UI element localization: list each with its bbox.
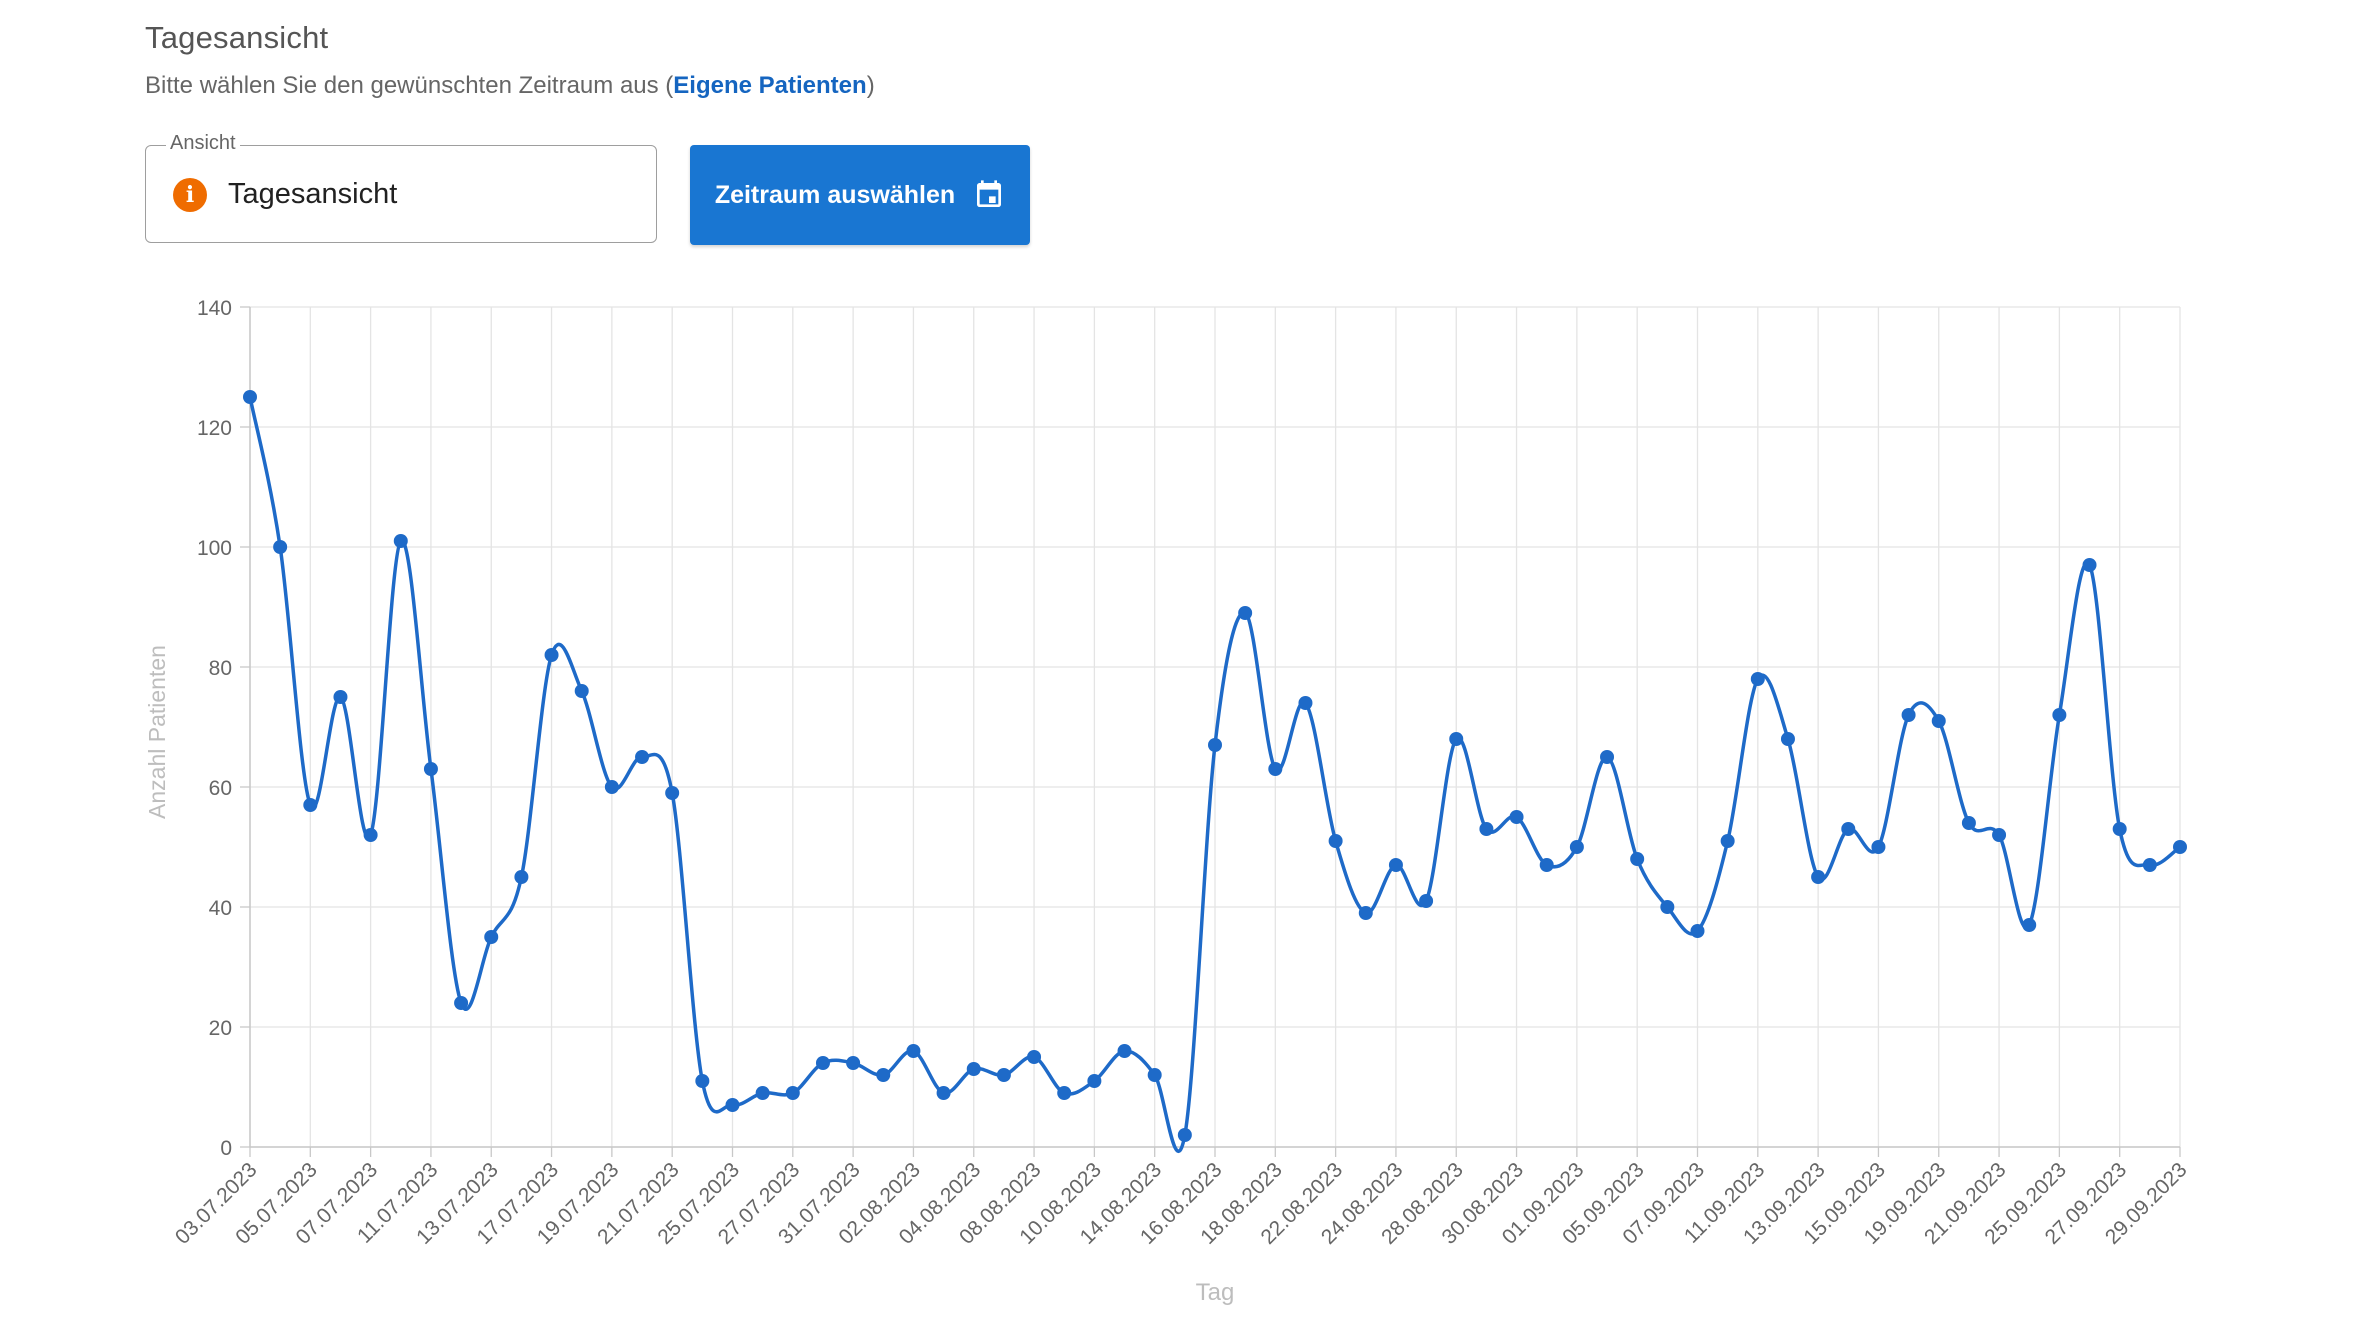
data-point[interactable] [1961, 816, 1976, 830]
page-title: Tagesansicht [145, 20, 329, 55]
data-point[interactable] [1811, 870, 1826, 884]
data-point[interactable] [635, 750, 650, 764]
y-tick-label: 80 [209, 657, 232, 680]
data-point[interactable] [1690, 924, 1705, 938]
data-point[interactable] [1992, 828, 2007, 842]
data-point[interactable] [303, 798, 318, 812]
data-point[interactable] [544, 648, 559, 662]
y-tick-label: 120 [197, 417, 232, 440]
data-point[interactable] [514, 870, 529, 884]
data-point[interactable] [1268, 762, 1283, 776]
data-point[interactable] [665, 786, 680, 800]
data-point[interactable] [423, 762, 438, 776]
data-point[interactable] [1238, 606, 1253, 620]
data-point[interactable] [1720, 834, 1735, 848]
data-point[interactable] [1539, 858, 1554, 872]
info-icon: i [173, 178, 207, 212]
data-point[interactable] [333, 690, 348, 704]
data-point[interactable] [936, 1086, 951, 1100]
y-tick-label: 20 [209, 1017, 232, 1040]
data-point[interactable] [755, 1086, 770, 1100]
data-point[interactable] [2142, 858, 2157, 872]
data-point[interactable] [1509, 810, 1524, 824]
data-point[interactable] [1388, 858, 1403, 872]
data-point[interactable] [1569, 840, 1584, 854]
x-tick-labels: 03.07.202305.07.202307.07.202311.07.2023… [171, 1147, 2192, 1249]
data-point[interactable] [273, 540, 288, 554]
data-point[interactable] [996, 1068, 1011, 1082]
data-point[interactable] [846, 1056, 861, 1070]
select-range-button[interactable]: Zeitraum auswählen [690, 145, 1030, 245]
data-point[interactable] [1419, 894, 1434, 908]
data-point[interactable] [1208, 738, 1222, 752]
data-point[interactable] [2082, 558, 2097, 572]
x-axis-label: Tag [1196, 1279, 1235, 1306]
data-point[interactable] [454, 996, 469, 1010]
data-point[interactable] [1177, 1128, 1192, 1142]
select-range-button-label: Zeitraum auswählen [714, 180, 956, 209]
data-point[interactable] [1600, 750, 1615, 764]
data-point[interactable] [1117, 1044, 1132, 1058]
y-tick-label: 100 [197, 537, 232, 560]
data-point[interactable] [1750, 672, 1765, 686]
data-point[interactable] [1057, 1086, 1072, 1100]
data-point[interactable] [1449, 732, 1464, 746]
data-point[interactable] [1298, 696, 1313, 710]
data-point[interactable] [2022, 918, 2037, 932]
data-point[interactable] [1087, 1074, 1102, 1088]
data-point[interactable] [1780, 732, 1795, 746]
data-point[interactable] [1630, 852, 1645, 866]
data-point[interactable] [1147, 1068, 1162, 1082]
data-point[interactable] [1660, 900, 1675, 914]
data-point[interactable] [243, 390, 257, 404]
subtitle-prefix: Bitte wählen Sie den gewünschten Zeitrau… [145, 72, 674, 99]
data-point[interactable] [1841, 822, 1856, 836]
data-point[interactable] [484, 930, 499, 944]
data-point[interactable] [1328, 834, 1343, 848]
page-header: Tagesansicht Bitte wählen Sie den gewüns… [145, 20, 875, 100]
y-tick-label: 60 [209, 777, 232, 800]
data-point[interactable] [876, 1068, 891, 1082]
y-tick-label: 40 [209, 897, 232, 920]
data-point[interactable] [1358, 906, 1373, 920]
subtitle-suffix: ) [866, 72, 875, 99]
own-patients-link[interactable]: Eigene Patienten [673, 72, 867, 99]
data-point[interactable] [815, 1056, 830, 1070]
data-point[interactable] [2112, 822, 2127, 836]
calendar-icon [977, 180, 1002, 207]
data-point[interactable] [1027, 1050, 1042, 1064]
data-point[interactable] [785, 1086, 800, 1100]
page-subtitle: Bitte wählen Sie den gewünschten Zeitrau… [145, 72, 875, 100]
data-point[interactable] [966, 1062, 981, 1076]
y-tick-label: 0 [220, 1137, 232, 1160]
data-point[interactable] [1871, 840, 1886, 854]
data-point[interactable] [604, 780, 619, 794]
series-line [248, 396, 2182, 1154]
view-select-legend: Ansicht [166, 132, 240, 155]
data-point[interactable] [906, 1044, 921, 1058]
y-tick-labels: 0 20 40 60 80 100 120 140 [197, 297, 250, 1160]
y-axis-label: Anzahl Patienten [144, 645, 170, 819]
data-point[interactable] [393, 534, 408, 548]
y-tick-label: 140 [197, 297, 232, 320]
data-point[interactable] [1479, 822, 1494, 836]
data-point[interactable] [695, 1074, 710, 1088]
data-point[interactable] [2173, 840, 2187, 854]
data-point[interactable] [574, 684, 589, 698]
data-point[interactable] [363, 828, 378, 842]
data-point[interactable] [2052, 708, 2067, 722]
data-point[interactable] [725, 1098, 740, 1112]
view-select-value[interactable]: Tagesansicht [228, 178, 398, 210]
data-points [243, 390, 2187, 1142]
data-point[interactable] [1931, 714, 1946, 728]
data-point[interactable] [1901, 708, 1916, 722]
chart-grid [249, 306, 2181, 1148]
view-select[interactable]: Ansicht i Tagesansicht [145, 132, 657, 243]
